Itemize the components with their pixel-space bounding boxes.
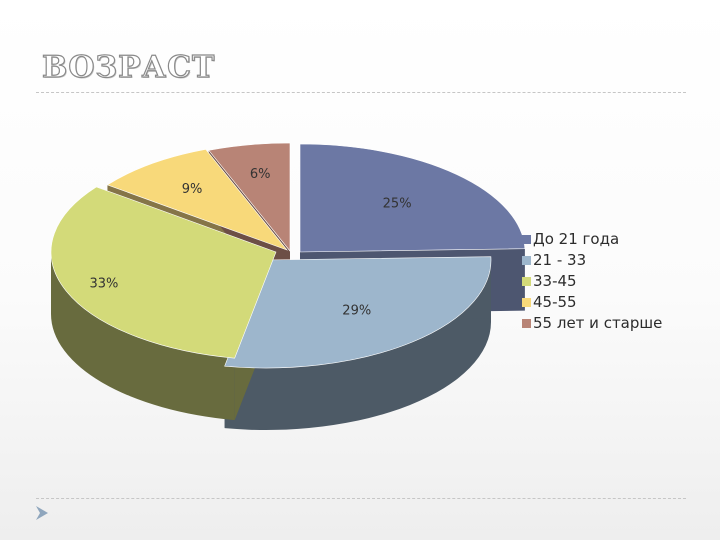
- legend-swatch: [522, 235, 531, 244]
- chart-legend: До 21 года 21 - 33 33-45 45-55 55 лет и …: [522, 229, 662, 334]
- legend-item: 55 лет и старше: [522, 313, 662, 334]
- legend-item: 21 - 33: [522, 250, 662, 271]
- footer-divider: [36, 498, 686, 499]
- pie-slice: [224, 256, 492, 369]
- pie-slice: [50, 186, 277, 359]
- pie-slice: [106, 148, 288, 251]
- legend-label: До 21 года: [533, 230, 620, 248]
- pie-data-label: 25%: [383, 196, 412, 211]
- legend-item: 33-45: [522, 271, 662, 292]
- triangle-right-icon[interactable]: [35, 505, 49, 521]
- legend-label: 55 лет и старше: [533, 314, 663, 332]
- pie-slice-side: [51, 252, 235, 421]
- legend-swatch: [522, 256, 531, 265]
- pie-data-label: 29%: [342, 303, 371, 318]
- legend-label: 45-55: [533, 293, 577, 311]
- pie-data-label: 9%: [182, 182, 203, 197]
- pie-data-label: 33%: [90, 276, 119, 291]
- legend-label: 33-45: [533, 272, 577, 290]
- legend-label: 21 - 33: [533, 251, 587, 269]
- pie-data-label: 6%: [250, 167, 271, 182]
- legend-item: 45-55: [522, 292, 662, 313]
- pie-slices: [50, 142, 526, 369]
- pie-slice: [299, 143, 526, 253]
- legend-swatch: [522, 319, 531, 328]
- title-divider: [36, 92, 686, 93]
- legend-swatch: [522, 277, 531, 286]
- slide-title: ВОЗРАСТ: [41, 49, 216, 85]
- pie-slice: [208, 142, 291, 252]
- pie-data-labels: 25% 29% 33% 9% 6%: [90, 167, 412, 318]
- legend-item: До 21 года: [522, 229, 662, 250]
- pie-slice-side: [224, 260, 491, 430]
- legend-swatch: [522, 298, 531, 307]
